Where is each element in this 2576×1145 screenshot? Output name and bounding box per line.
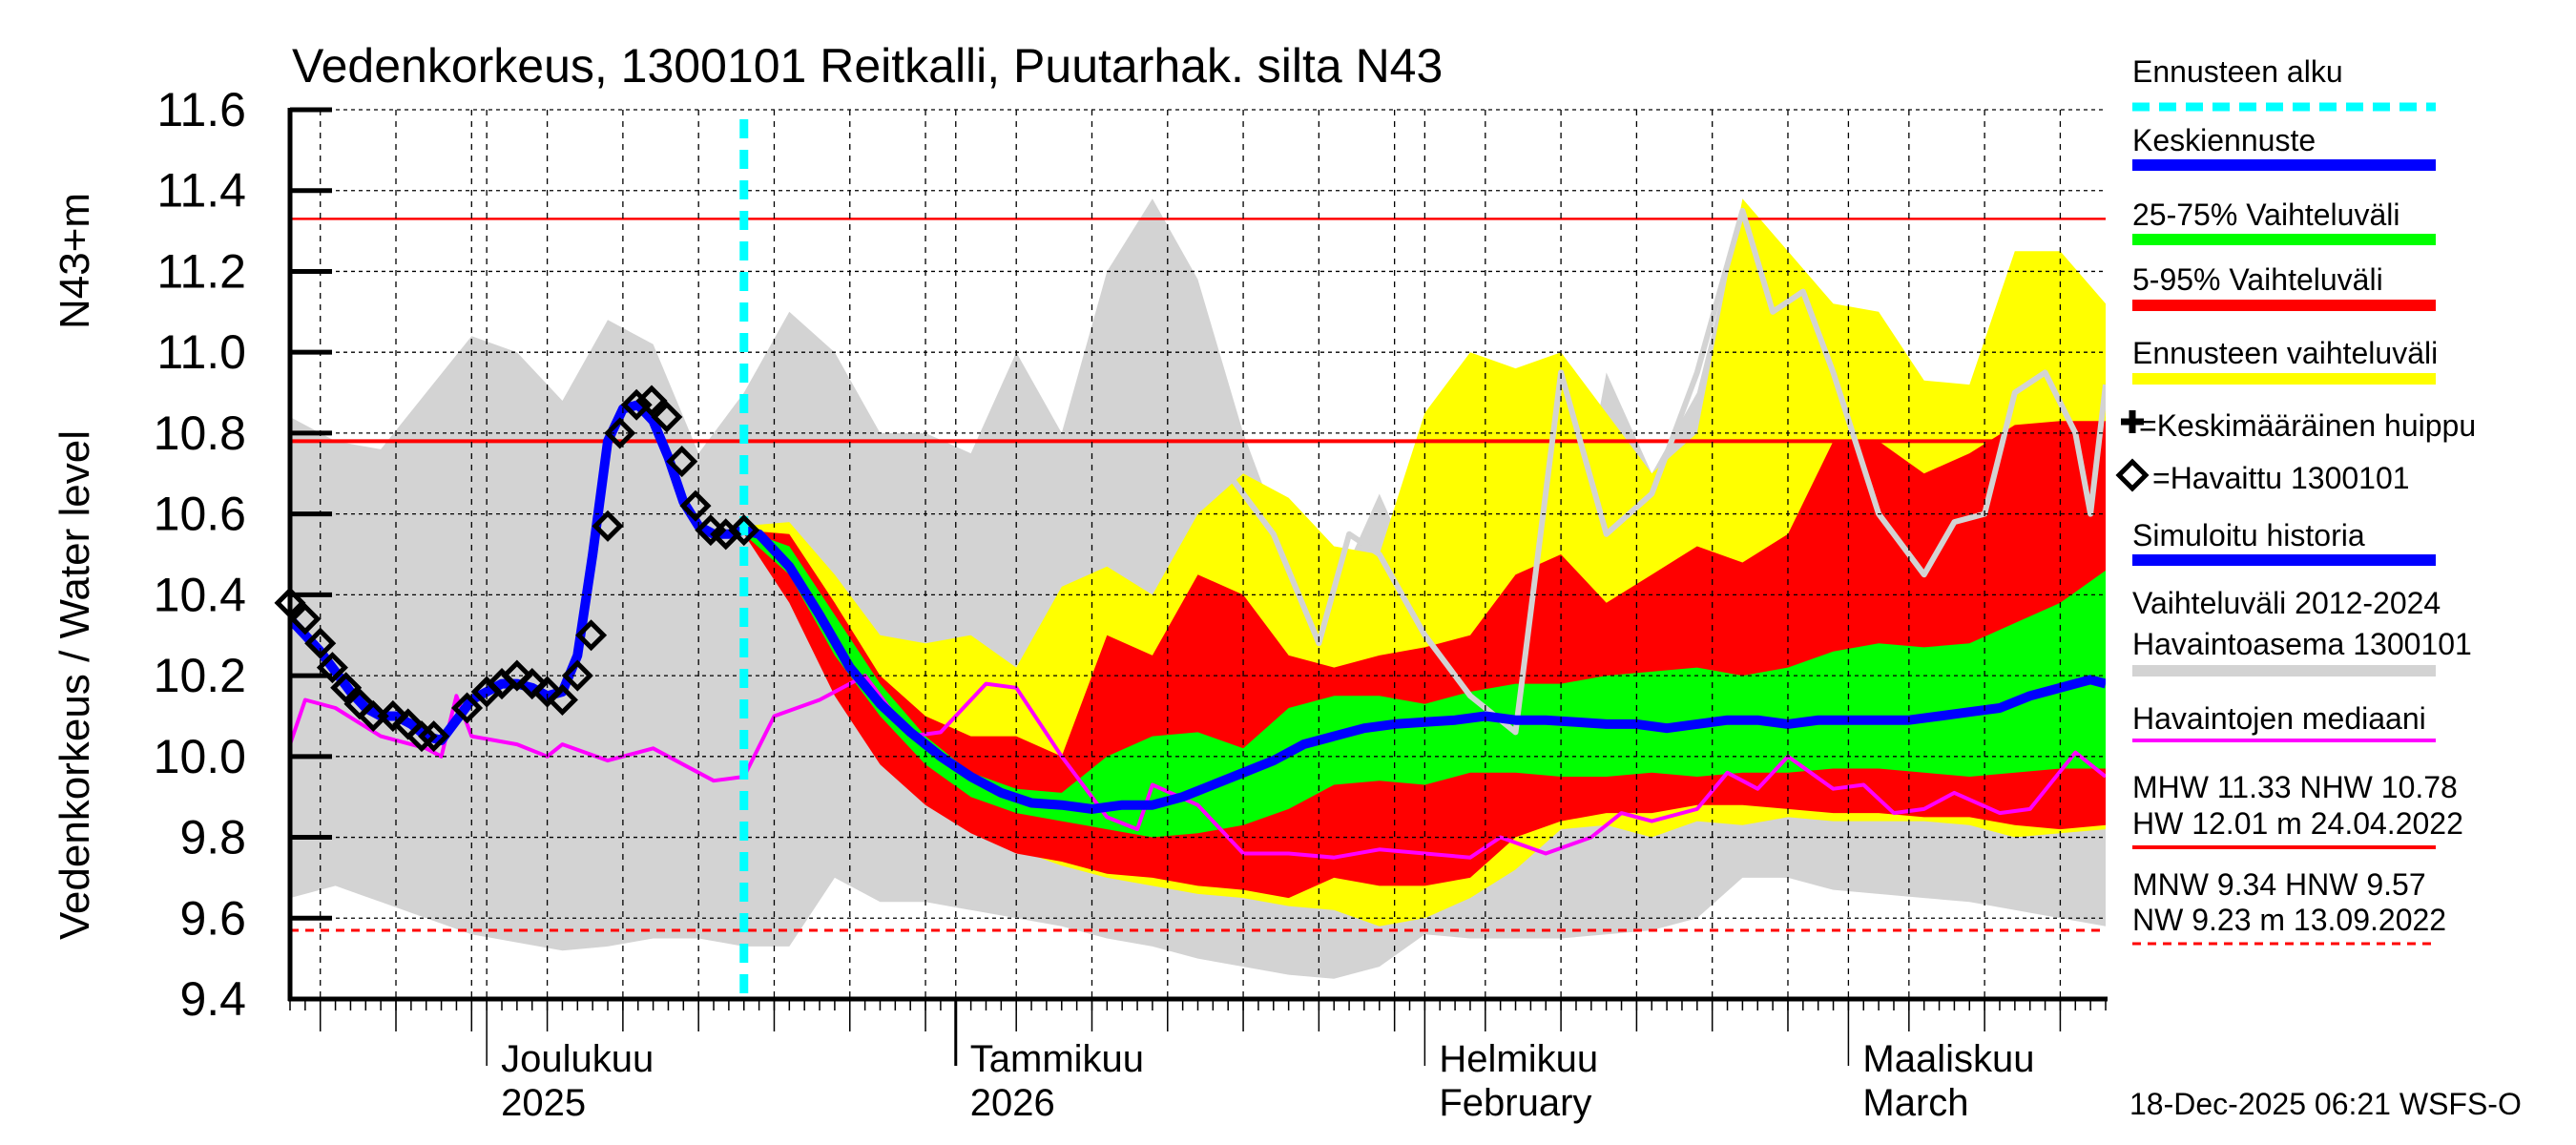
y-tick-label: 11.4: [156, 164, 246, 218]
legend-swatch: [2132, 300, 2436, 311]
plus-icon: [2121, 410, 2144, 433]
observed-marker: [405, 720, 438, 753]
y-tick-label: 11.2: [156, 244, 246, 298]
x-month-label: Helmikuu: [1439, 1038, 1598, 1080]
observed-marker: [728, 514, 760, 547]
observed-marker: [289, 603, 322, 635]
observed-marker: [501, 659, 533, 692]
observed-marker: [451, 692, 484, 724]
observed-marker: [651, 401, 683, 433]
line-havainnon-vuosi: [1225, 207, 2106, 736]
legend-label: Vaihteluväli 2012-2024: [2132, 586, 2441, 620]
legend: Ennusteen alku Keskiennuste 25-75% Vaihtel…: [2115, 54, 2476, 946]
observed-marker: [546, 683, 578, 717]
observed-marker: [620, 388, 653, 421]
y-tick-label: 9.8: [179, 811, 246, 864]
y-tick-label: 10.0: [154, 730, 246, 783]
legend-label: Havaintoasema 1300101: [2132, 627, 2472, 661]
legend-label: Simuloitu historia: [2132, 518, 2365, 552]
legend-label: =Havaittu 1300101: [2152, 461, 2410, 495]
legend-swatch: [2132, 665, 2436, 677]
y-tick-label: 10.2: [154, 649, 246, 702]
y-tick-label: 9.4: [179, 972, 246, 1026]
y-axis-label: Vedenkorkeus / Water level: [52, 430, 98, 940]
observed-marker: [592, 510, 624, 542]
x-year-label: March: [1862, 1082, 1968, 1124]
chart-title: Vedenkorkeus, 1300101 Reitkalli, Puutarh…: [292, 39, 1443, 93]
observed-marker: [316, 652, 348, 684]
observed-marker: [604, 417, 636, 449]
y-tick-label: 10.4: [154, 568, 246, 621]
observed-marker: [561, 659, 593, 692]
diamond-icon: [2115, 458, 2150, 492]
legend-swatch: [2132, 373, 2436, 385]
legend-label: Havaintojen mediaani: [2132, 701, 2426, 736]
legend-label: 5-95% Vaihteluväli: [2132, 262, 2383, 297]
x-month-label: Joulukuu: [501, 1038, 654, 1080]
legend-swatch: [2132, 159, 2436, 171]
legend-label: Keskiennuste: [2132, 123, 2316, 157]
axes: 11.6 11.4 11.2 11.0 10.8 10.6 10.4 10.2 10.0 9.8 9…: [154, 83, 2108, 1124]
observed-marker: [531, 676, 564, 708]
observed-marker: [575, 619, 608, 652]
x-year-label: 2025: [501, 1082, 586, 1124]
observed-marker: [304, 627, 337, 659]
legend-swatch: [2132, 739, 2436, 742]
observed-marker: [635, 385, 668, 417]
y-tick-label: 10.6: [154, 488, 246, 541]
y-tick-label: 10.8: [154, 406, 246, 460]
y-tick-label: 11.0: [156, 325, 246, 379]
observed-marker: [679, 489, 712, 522]
legend-swatch: [2132, 234, 2436, 245]
observed-marker: [418, 720, 450, 753]
x-month-label: Tammikuu: [970, 1038, 1144, 1080]
legend-label: MNW 9.34 HNW 9.57: [2132, 867, 2426, 902]
legend-label: 25-75% Vaihteluväli: [2132, 198, 2399, 232]
legend-label: HW 12.01 m 24.04.2022: [2132, 806, 2463, 841]
legend-label: MHW 11.33 NHW 10.78: [2132, 770, 2458, 804]
y-tick-label: 9.6: [179, 891, 246, 945]
grid: [290, 109, 2106, 1000]
observed-marker: [666, 446, 698, 478]
legend-swatch: [2132, 554, 2436, 566]
observed-marker: [330, 672, 363, 704]
legend-label: Ennusteen alku: [2132, 54, 2343, 89]
legend-label: =Keskimääräinen huippu: [2139, 408, 2476, 443]
x-year-label: February: [1439, 1082, 1591, 1124]
observed-marker: [516, 668, 549, 700]
legend-swatch: [2132, 845, 2436, 849]
legend-label: NW 9.23 m 13.09.2022: [2132, 903, 2446, 937]
y-tick-label: 11.6: [156, 83, 246, 136]
plot-area: [274, 109, 2106, 1000]
y-axis-unit-label: N43+m: [52, 193, 98, 329]
band-25-75-vaihteluv-li: [743, 530, 2106, 838]
x-year-label: 2026: [970, 1082, 1055, 1124]
series-layer: [290, 198, 2106, 979]
observed-marker: [377, 699, 409, 732]
x-month-label: Maaliskuu: [1862, 1038, 2034, 1080]
legend-label: Ennusteen vaihteluväli: [2132, 336, 2438, 370]
timestamp-footer: 18-Dec-2025 06:21 WSFS-O: [2129, 1087, 2522, 1121]
